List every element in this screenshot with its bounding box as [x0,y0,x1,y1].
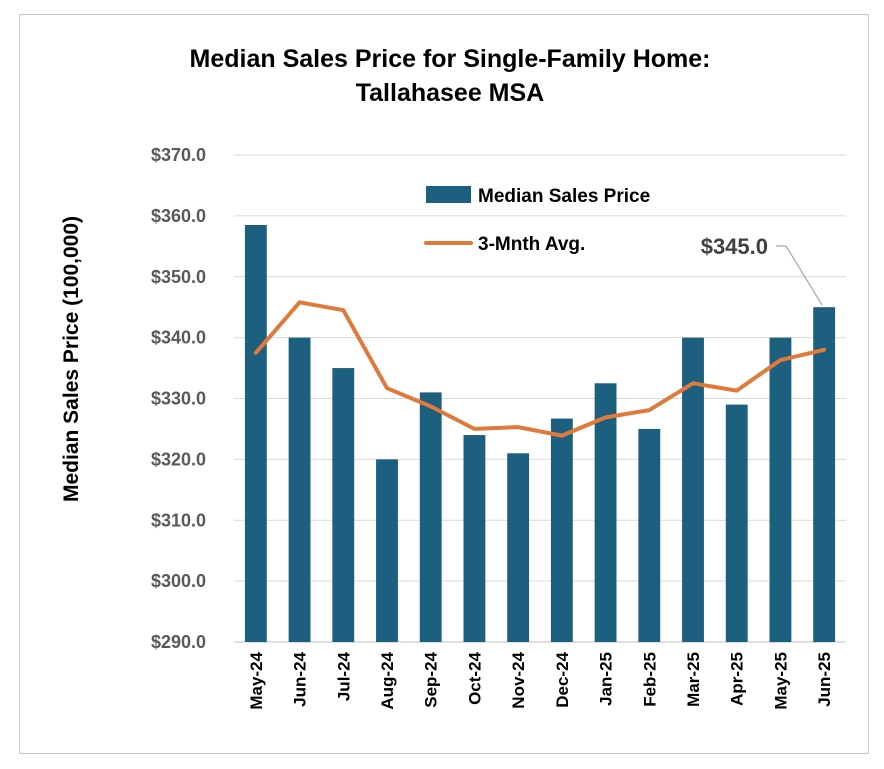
x-tick-label: Jul-24 [334,651,353,701]
bar [682,337,704,642]
bar [594,383,617,642]
chart-title-line-2: Tallahasee MSA [355,79,545,107]
x-tick-label: Nov-24 [509,651,528,708]
y-tick-label: $320.0 [151,449,206,469]
bar [769,337,792,642]
line-series [253,300,827,438]
x-tick-label: Jan-25 [597,652,616,706]
x-tick-label: Mar-25 [684,652,703,707]
y-tick-label: $310.0 [151,510,206,530]
annotation-leader-line [776,245,823,306]
bar [813,307,836,642]
bar-series [244,225,836,642]
x-tick-label: Apr-25 [728,652,747,706]
x-tick-label: May-25 [771,652,790,710]
x-tick-label: Oct-24 [465,651,484,704]
x-tick-label: Jun-25 [815,652,834,707]
data-label: $345.0 [701,234,768,259]
x-tick-label: Jun-24 [291,651,310,706]
x-axis-ticks: May-24 Jun-24 Jul-24 Aug-24 Sep-24 Oct-24 Nov-… [247,651,834,709]
y-tick-label: $330.0 [151,389,206,409]
y-tick-label: $300.0 [151,571,206,591]
bar [463,435,486,642]
x-tick-label: Sep-24 [422,651,441,707]
bar [376,459,398,642]
bar [725,404,748,642]
bar [244,225,267,642]
y-tick-label: $290.0 [151,632,206,652]
bar [507,453,530,642]
x-tick-label: Feb-25 [640,652,659,707]
y-axis-label: Median Sales Price (100,000) [60,216,83,502]
annotations: $345.0 [701,234,823,306]
y-tick-label: $340.0 [151,328,206,348]
bar [550,418,573,642]
y-tick-label: $360.0 [151,206,206,226]
y-tick-label: $370.0 [151,145,206,165]
bar [419,392,442,642]
x-tick-label: Dec-24 [553,651,572,707]
y-tick-label: $350.0 [151,267,206,287]
chart-title: Median Sales Price for Single-Family Hom… [100,42,800,110]
avg-line [253,300,827,438]
legend-swatch-bar [426,186,471,203]
y-axis-ticks: $290.0 $300.0 $310.0 $320.0 $330.0 $340.0 $350… [151,145,206,652]
chart-title-line-1: Median Sales Price for Single-Family Hom… [189,45,711,73]
bar [332,368,355,642]
legend: Median Sales Price 3-Mnth Avg. [424,186,650,255]
bar [638,428,661,642]
x-tick-label: May-24 [247,651,266,709]
bar [288,337,311,642]
x-tick-label: Aug-24 [378,651,397,709]
legend-label-line: 3-Mnth Avg. [478,234,585,255]
gridlines [234,154,846,643]
legend-label-bar: Median Sales Price [478,186,650,207]
